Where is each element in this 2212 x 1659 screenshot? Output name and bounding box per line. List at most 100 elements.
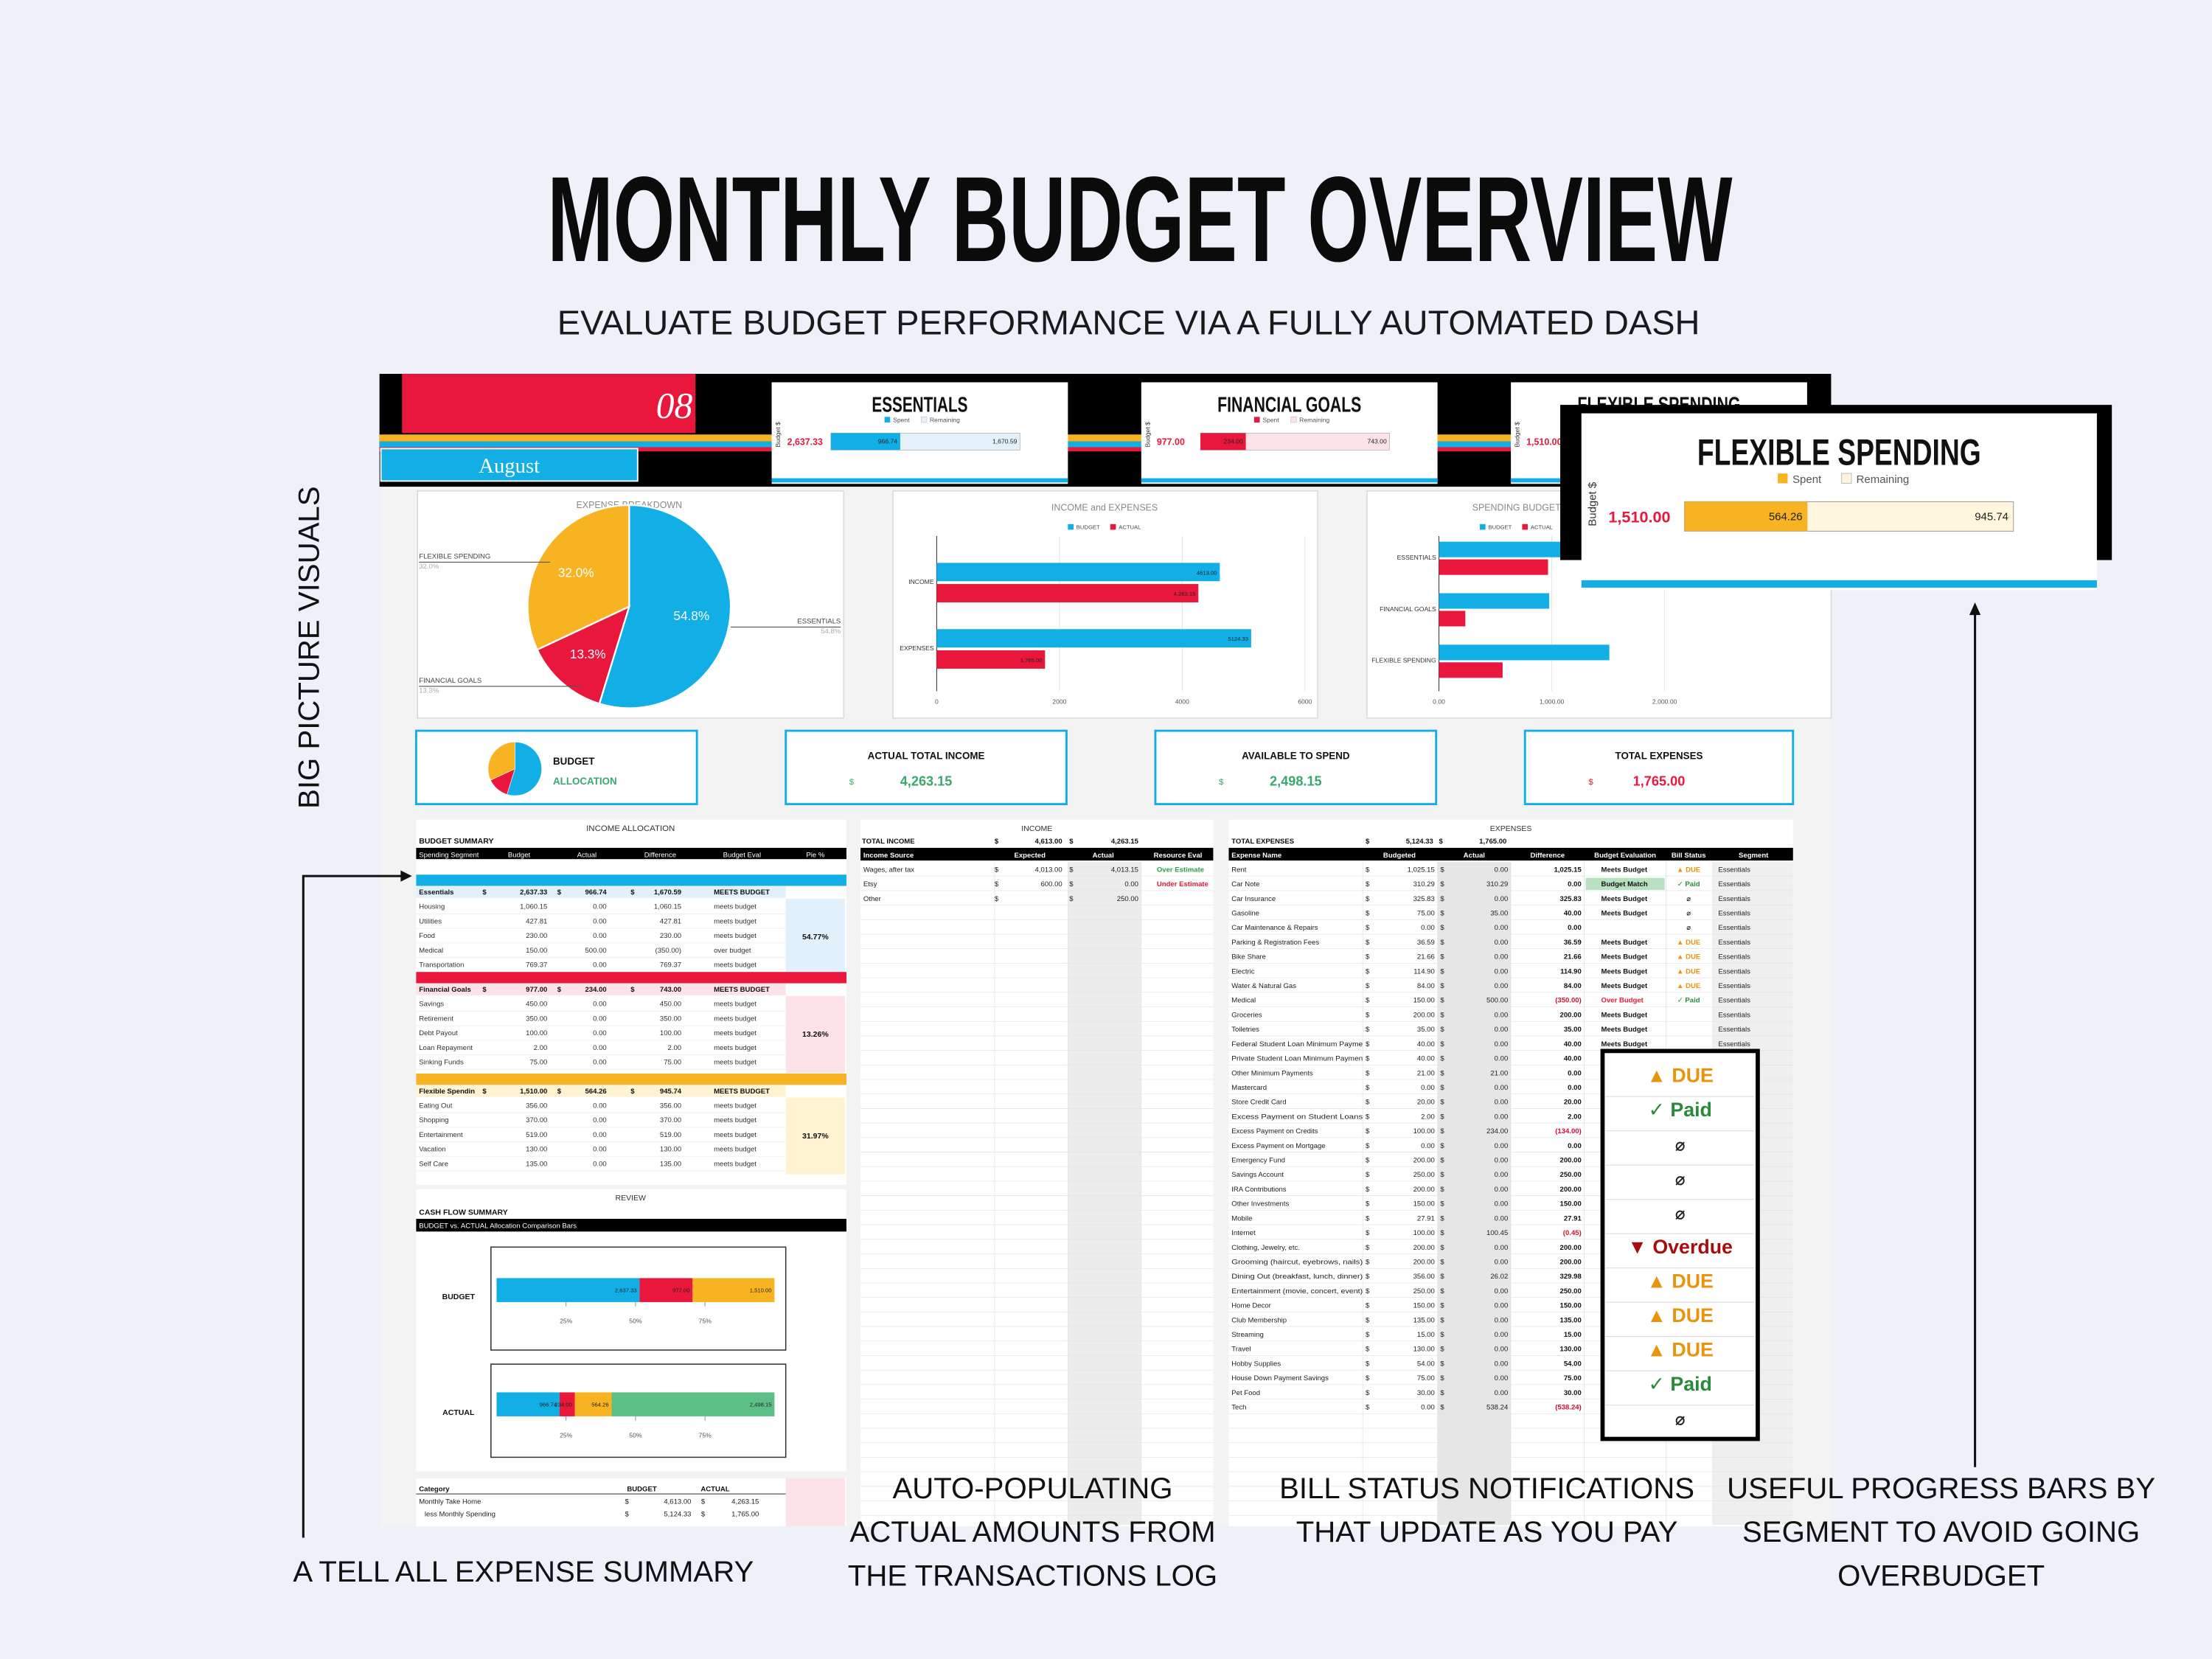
table-cell: 200.00 (1560, 1186, 1582, 1194)
table-cell: 427.81 (660, 917, 681, 925)
currency: $ (1439, 838, 1444, 846)
table-cell: Excess Payment on Student Loans (1231, 1113, 1363, 1121)
chart-title: SPENDING BUDGET (1472, 503, 1562, 513)
eval-highlight (1585, 877, 1665, 890)
table-cell: 2.00 (534, 1044, 548, 1052)
table-cell: Essentials (1718, 1040, 1750, 1048)
table-cell: Entertainment (movie, concert, event) (1231, 1287, 1363, 1295)
currency: $ (1366, 838, 1370, 846)
column-header: ACTUAL (700, 1485, 729, 1493)
table-cell: meets budget (714, 1146, 757, 1154)
eval-cell: Meets Budget (1601, 866, 1648, 874)
column-header: Spending Segment (419, 851, 479, 859)
table-cell: 370.00 (526, 1116, 547, 1124)
total-value: 5,124.33 (1406, 838, 1433, 846)
currency: $ (625, 1511, 630, 1519)
currency: $ (1440, 1011, 1444, 1019)
table-cell: 4,013.00 (1035, 866, 1062, 874)
currency: $ (1440, 939, 1444, 947)
section-bar (416, 1219, 846, 1232)
pie-slice (507, 742, 542, 796)
table-cell: Essentials (1718, 1011, 1750, 1019)
currency: $ (1366, 1055, 1370, 1063)
column-header: Difference (1531, 852, 1565, 860)
table-cell: 0.00 (1495, 939, 1509, 947)
table-cell: 0.00 (1495, 1346, 1509, 1354)
arrowhead (1969, 602, 1981, 616)
stacked-segment (559, 1392, 575, 1416)
bar-label: 4,263.15 (1174, 591, 1196, 597)
eval-cell: Meets Budget (1601, 895, 1648, 903)
table-cell: 0.00 (1495, 982, 1509, 990)
currency: $ (1366, 1026, 1370, 1034)
table-cell: 0.00 (1495, 1142, 1509, 1150)
spent-bar (1200, 433, 1246, 451)
bar (1439, 611, 1466, 627)
table-cell: 0.00 (1568, 1142, 1582, 1150)
group-cell: 234.00 (585, 986, 607, 994)
table-cell: 600.00 (1040, 880, 1062, 888)
table-cell: 27.91 (1417, 1214, 1435, 1222)
table-cell: 0.00 (593, 961, 607, 970)
table-cell: 325.83 (1560, 895, 1582, 903)
legend-swatch (1253, 417, 1260, 423)
group-cell: 977.00 (526, 986, 547, 994)
table-cell: 0.00 (1495, 1011, 1509, 1019)
x-tick-label: 0.00 (1433, 698, 1445, 706)
slice-name: ESSENTIALS (797, 618, 841, 626)
status-cell: ▲ DUE (1677, 967, 1700, 975)
section-bar-title: BUDGET vs. ACTUAL Allocation Comparison … (419, 1222, 577, 1230)
column-header: Actual (1093, 852, 1114, 860)
x-tick-label: 50% (629, 1432, 642, 1439)
table-cell: Medical (1231, 997, 1256, 1005)
card-stripe (771, 478, 1068, 483)
table-cell: Excess Payment on Credits (1231, 1127, 1318, 1135)
panel-title: EXPENSES (1490, 824, 1532, 833)
table-cell: (0.45) (1563, 1229, 1582, 1237)
table-cell: 519.00 (660, 1131, 681, 1139)
bar (936, 650, 1046, 669)
table-cell: Federal Student Loan Minimum Payme (1231, 1040, 1363, 1048)
table-cell: 0.00 (1495, 1389, 1509, 1397)
table-cell: House Down Payment Savings (1231, 1374, 1329, 1382)
total-value: 4,613.00 (1035, 838, 1062, 846)
stripe (379, 447, 1832, 452)
spent-bar (830, 433, 900, 451)
category-label: INCOME (908, 578, 934, 585)
kpi-title: AVAILABLE TO SPEND (1242, 750, 1350, 761)
currency: $ (1440, 1331, 1444, 1339)
table-cell: Essentials (1718, 910, 1750, 918)
spent-label: 564.26 (1769, 510, 1803, 523)
currency: $ (1440, 997, 1444, 1005)
table-cell: 135.00 (660, 1160, 681, 1168)
table-cell: 54.00 (1417, 1360, 1435, 1368)
eval-cell: Under Estimate (1157, 880, 1208, 888)
callout: THAT UPDATE AS YOU PAY (1296, 1515, 1678, 1548)
table-cell: 200.00 (1413, 1258, 1435, 1266)
table-cell: Gasoline (1231, 910, 1259, 918)
table-cell: Emergency Fund (1231, 1157, 1285, 1165)
currency: $ (1366, 1214, 1370, 1222)
eval-cell: Meets Budget (1601, 982, 1648, 990)
table-cell: 0.00 (1495, 1157, 1509, 1165)
category-label: FLEXIBLE SPENDING (1371, 657, 1436, 664)
table-cell: 1,060.15 (520, 903, 547, 911)
bar-label: 5124.33 (1228, 636, 1248, 642)
table-cell: 26.02 (1490, 1273, 1508, 1281)
spent-label: 234.00 (1223, 438, 1243, 445)
table-cell: 0.00 (1495, 1302, 1509, 1310)
currency: $ (1366, 1287, 1370, 1295)
callout: OVERBUDGET (1837, 1559, 2045, 1593)
table-cell: meets budget (714, 1131, 757, 1139)
group-name: Financial Goals (419, 986, 471, 994)
table-cell: Monthly Take Home (419, 1498, 481, 1506)
table-cell: Etsy (863, 880, 877, 888)
currency: $ (1366, 1186, 1370, 1194)
table-cell: 0.00 (1568, 880, 1582, 888)
month-box (380, 448, 639, 482)
group-bar (416, 1073, 846, 1085)
table-cell: Mastercard (1231, 1084, 1267, 1092)
eval-cell: Meets Budget (1601, 939, 1648, 947)
